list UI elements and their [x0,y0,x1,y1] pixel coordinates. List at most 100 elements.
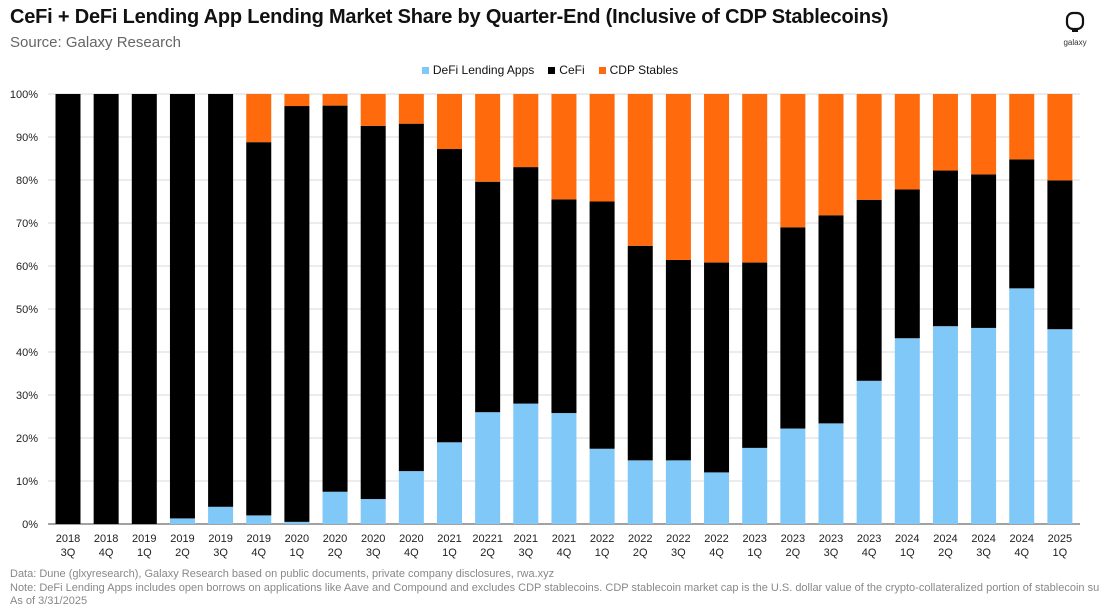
x-tick-label-year: 2023 [781,533,805,545]
stacked-bar-chart: 0% 10% 20% 30% 40% 50% 60% 70% 80% 90% 100% 2018 3Q 2… [10,89,1080,559]
legend-item-cefi: CeFi [548,63,585,77]
bar-segment-cdp [780,94,806,228]
x-tick-label-year: 2024 [895,533,919,545]
chart-title: CeFi + DeFi Lending App Lending Market S… [10,6,889,28]
bar-segment-cdp [971,94,997,175]
x-tick-label-year: 2024 [933,533,957,545]
bar-segment-cdp [1047,94,1073,181]
x-tick-label-quarter: 4Q [862,547,877,559]
bar-segment-cefi [856,199,882,381]
bar-segment-defi [704,472,730,524]
x-tick-label-year: 2023 [742,533,766,545]
x-tick-label-year: 2022 [666,533,690,545]
bar-segment-cefi [704,262,730,473]
x-tick-label-quarter: 2Q [480,547,495,559]
x-tick-label-quarter: 3Q [824,547,839,559]
bar-segment-defi [513,403,539,524]
x-tick-label-quarter: 3Q [61,547,76,559]
bar-segment-cefi [475,181,501,413]
x-tick-label-year: 2018 [56,533,80,545]
bar-segment-cefi [169,94,195,519]
x-tick-label-quarter: 1Q [900,547,915,559]
x-tick-label-quarter: 1Q [290,547,305,559]
x-tick-label-quarter: 3Q [976,547,991,559]
bar-segment-defi [665,460,691,524]
y-tick-label: 0% [22,519,38,531]
bar-segment-defi [742,447,768,524]
x-tick-label-year: 2025 [1048,533,1072,545]
bar-segment-defi [398,471,424,524]
bar-segment-defi [856,380,882,524]
bar-segment-cdp [932,94,958,171]
bar-segment-defi [971,327,997,524]
bar-segment-cdp [246,94,272,143]
bar-segment-defi [360,499,386,524]
x-tick-label-year: 2020 [285,533,309,545]
bar-segment-cdp [627,94,653,246]
legend-label-defi: DeFi Lending Apps [432,63,535,77]
bar-segment-cefi [246,142,272,516]
x-tick-label-year: 2021 [552,533,576,545]
x-tick-label-year: 2022 [628,533,652,545]
bar-segment-cefi [1047,180,1073,330]
bar-segment-cefi [742,262,768,448]
bar-segment-defi [551,413,577,524]
bar-segment-cefi [665,259,691,461]
bar-segment-cefi [627,245,653,461]
bar-segment-defi [475,412,501,524]
y-tick-label: 70% [16,218,38,230]
bar-segment-cefi [284,106,310,522]
bar-segment-defi [208,506,234,524]
x-tick-label-quarter: 2Q [175,547,190,559]
bar-segment-cefi [55,94,81,524]
x-tick-label-year: 2019 [170,533,194,545]
bar-segment-cdp [1009,94,1035,160]
bar-segment-defi [437,442,462,524]
x-tick-label-year: 2020 [323,533,347,545]
bar-segment-cefi [932,170,958,327]
x-tick-label-year: 2022 [704,533,728,545]
bar-segment-defi [1009,288,1035,524]
bar-segment-cefi [513,167,539,404]
bar-segment-cdp [360,94,386,126]
x-tick-label-quarter: 2Q [786,547,801,559]
y-tick-label: 20% [16,433,38,445]
bar-segment-cefi [437,149,462,443]
x-tick-label-year: 2021 [437,533,461,545]
x-tick-label-year: 2020 [399,533,423,545]
bar-segment-cefi [551,199,577,414]
note-data-source: Data: Dune (glxyresearch), Galaxy Resear… [10,568,555,580]
x-tick-label-year: 2020 [361,533,385,545]
bar-segment-cdp [322,94,348,106]
chart-subtitle: Source: Galaxy Research [10,34,181,51]
y-tick-label: 30% [16,390,38,402]
bar-segment-defi [627,460,653,524]
bar-segment-cdp [856,94,882,200]
x-tick-label-quarter: 1Q [595,547,610,559]
bar-segment-cefi [780,227,806,429]
x-tick-label-quarter: 1Q [747,547,762,559]
bar-segment-defi [894,338,920,524]
bar-segment-cefi [818,215,844,424]
x-tick-label-quarter: 4Q [99,547,114,559]
x-tick-label-quarter: 4Q [1014,547,1029,559]
x-tick-label-year: 2023 [857,533,881,545]
y-tick-label: 10% [16,476,38,488]
note-as-of: As of 3/31/2025 [10,595,88,607]
galaxy-logo: galaxy [1060,10,1090,47]
x-tick-label-quarter: 2Q [633,547,648,559]
x-tick-label-quarter: 3Q [366,547,381,559]
bar-segment-cdp [437,94,462,150]
chart-legend: DeFi Lending Apps CeFi CDP Stables [0,63,1100,77]
x-tick-label-quarter: 4Q [251,547,266,559]
bar-segment-defi [284,521,310,524]
bar-segment-cdp [513,94,539,168]
x-tick-label-year: 2018 [94,533,118,545]
legend-item-cdp: CDP Stables [598,63,678,77]
x-tick-label-quarter: 3Q [671,547,686,559]
bar-segment-cefi [131,94,157,524]
x-tick-label-quarter: 3Q [518,547,533,559]
galaxy-logo-icon [1065,11,1085,32]
y-tick-label: 40% [16,347,38,359]
x-tick-label-quarter: 1Q [1053,547,1068,559]
